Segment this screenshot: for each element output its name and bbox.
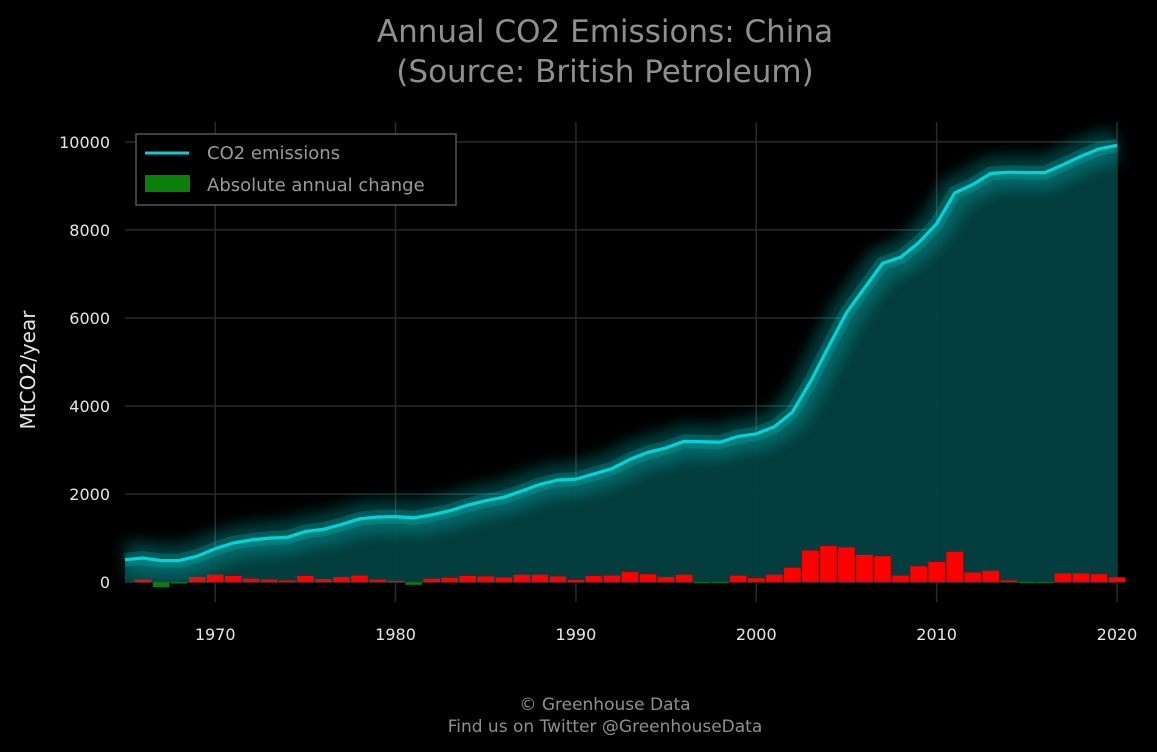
change-bar xyxy=(675,574,693,583)
x-tick-label: 2000 xyxy=(736,625,777,644)
change-bar xyxy=(405,582,422,585)
x-tick-label: 1980 xyxy=(375,625,416,644)
change-bar xyxy=(423,578,440,583)
change-bar xyxy=(206,574,224,583)
change-bar xyxy=(1108,577,1126,583)
y-tick-label: 8000 xyxy=(69,221,110,240)
emissions-line xyxy=(123,128,1121,578)
y-tick-label: 4000 xyxy=(69,397,110,416)
y-tick-label: 10000 xyxy=(59,133,110,152)
tick-labels: 0 2000 4000 6000 8000 10000 1970 1980 1990 2000 20… xyxy=(59,133,1137,644)
legend-box xyxy=(135,133,457,206)
change-bar xyxy=(441,577,458,583)
change-bar xyxy=(729,575,747,583)
legend-bar-swatch xyxy=(145,175,190,192)
x-tick-label: 1990 xyxy=(556,625,597,644)
change-bar xyxy=(802,550,819,583)
change-bar xyxy=(170,582,188,584)
change-bar xyxy=(766,574,783,583)
change-bar xyxy=(224,576,242,583)
emissions-line-path xyxy=(124,143,1118,563)
y-tick-label: 2000 xyxy=(69,485,110,504)
change-bar xyxy=(134,579,152,583)
change-bar xyxy=(242,578,260,583)
change-bar xyxy=(1054,573,1072,583)
change-bar xyxy=(152,582,170,588)
change-bar xyxy=(856,554,873,583)
footer-twitter: Find us on Twitter @GreenhouseData xyxy=(448,717,763,737)
change-bar xyxy=(711,582,729,584)
change-bar xyxy=(928,561,945,583)
change-bar xyxy=(1018,582,1036,584)
change-bar xyxy=(369,579,386,583)
change-bar xyxy=(784,567,801,583)
change-bar xyxy=(477,576,495,583)
legend: CO2 emissions Absolute annual change xyxy=(135,133,457,206)
change-bar xyxy=(297,576,314,583)
y-tick-label: 6000 xyxy=(69,309,110,328)
change-bar xyxy=(188,576,206,583)
x-tick-label: 2010 xyxy=(916,625,957,644)
change-bar xyxy=(964,572,982,583)
change-bar xyxy=(260,579,278,583)
change-bar xyxy=(892,575,909,583)
change-bar xyxy=(567,579,585,583)
change-bar xyxy=(639,574,657,583)
legend-label-change: Absolute annual change xyxy=(207,175,425,196)
change-bar xyxy=(838,547,855,583)
change-bar xyxy=(603,575,621,583)
change-bar xyxy=(946,551,963,583)
change-bar xyxy=(1000,580,1018,583)
change-bar xyxy=(693,582,711,584)
change-bar xyxy=(1036,582,1054,584)
chart-title: Annual CO2 Emissions: China xyxy=(377,14,833,50)
change-bar xyxy=(495,577,513,583)
change-bar xyxy=(820,546,837,583)
change-bar xyxy=(657,576,675,583)
x-tick-label: 1970 xyxy=(195,625,236,644)
change-bar xyxy=(982,570,1000,583)
change-bar xyxy=(1090,574,1108,583)
annual-change-bars xyxy=(134,546,1126,588)
x-tick-label: 2020 xyxy=(1097,625,1138,644)
change-bar xyxy=(351,575,368,583)
change-bar xyxy=(315,579,332,583)
change-bar xyxy=(621,572,639,583)
change-bar xyxy=(1072,573,1090,583)
change-bar xyxy=(910,566,927,583)
change-bar xyxy=(333,576,350,583)
change-bar xyxy=(531,574,549,583)
change-bar xyxy=(549,576,567,583)
change-bar xyxy=(747,578,765,583)
area-fill xyxy=(125,145,1117,583)
change-bar xyxy=(279,580,296,583)
change-bar xyxy=(585,576,603,583)
y-axis-label: MtCO2/year xyxy=(16,310,40,430)
legend-label-emissions: CO2 emissions xyxy=(207,143,340,164)
chart-subtitle: (Source: British Petroleum) xyxy=(396,54,813,90)
y-tick-label: 0 xyxy=(100,573,110,592)
change-bar xyxy=(874,556,891,583)
change-bar xyxy=(459,576,476,583)
footer-credit: © Greenhouse Data xyxy=(519,695,690,715)
change-bar xyxy=(513,574,531,583)
emissions-area xyxy=(125,145,1117,583)
change-bar xyxy=(387,580,404,583)
